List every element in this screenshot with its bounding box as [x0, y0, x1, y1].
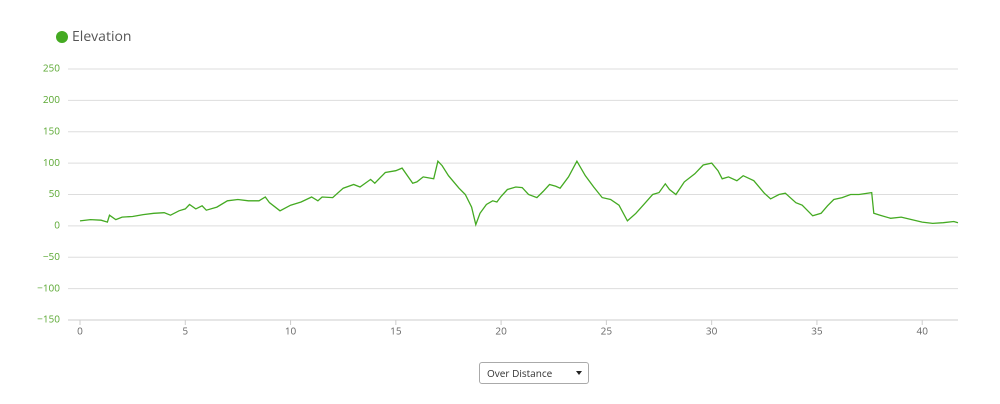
x-tick-label: 25: [601, 324, 613, 338]
y-tick-label: 0: [54, 218, 60, 232]
y-tick-label: −100: [37, 280, 60, 294]
y-tick-label: 150: [43, 123, 60, 137]
x-tick-label: 40: [916, 324, 928, 338]
x-tick-label: 5: [182, 324, 188, 338]
y-tick-label: 100: [43, 155, 60, 169]
distance-dropdown[interactable]: Over Distance: [479, 362, 589, 384]
legend-label: Elevation: [72, 27, 131, 46]
y-tick-label: 250: [43, 61, 60, 75]
y-tick-label: −50: [43, 249, 60, 263]
line: [79, 159, 959, 227]
y-tick-label: 50: [49, 186, 61, 200]
dropdown-arrow: [576, 371, 582, 375]
x-tick-label: 30: [706, 324, 718, 338]
y-tick-label: −150: [37, 312, 60, 326]
dropdown-label: Over Distance: [487, 366, 553, 380]
x-tick-label: 10: [285, 324, 297, 338]
x-tick-label: 15: [390, 324, 402, 338]
x-tick-label: 0: [77, 324, 83, 338]
x-tick-label: 20: [495, 324, 507, 338]
x-tick-label: 35: [811, 324, 823, 338]
y-tick-label: 200: [43, 92, 60, 106]
legend-swatch: [56, 31, 68, 43]
